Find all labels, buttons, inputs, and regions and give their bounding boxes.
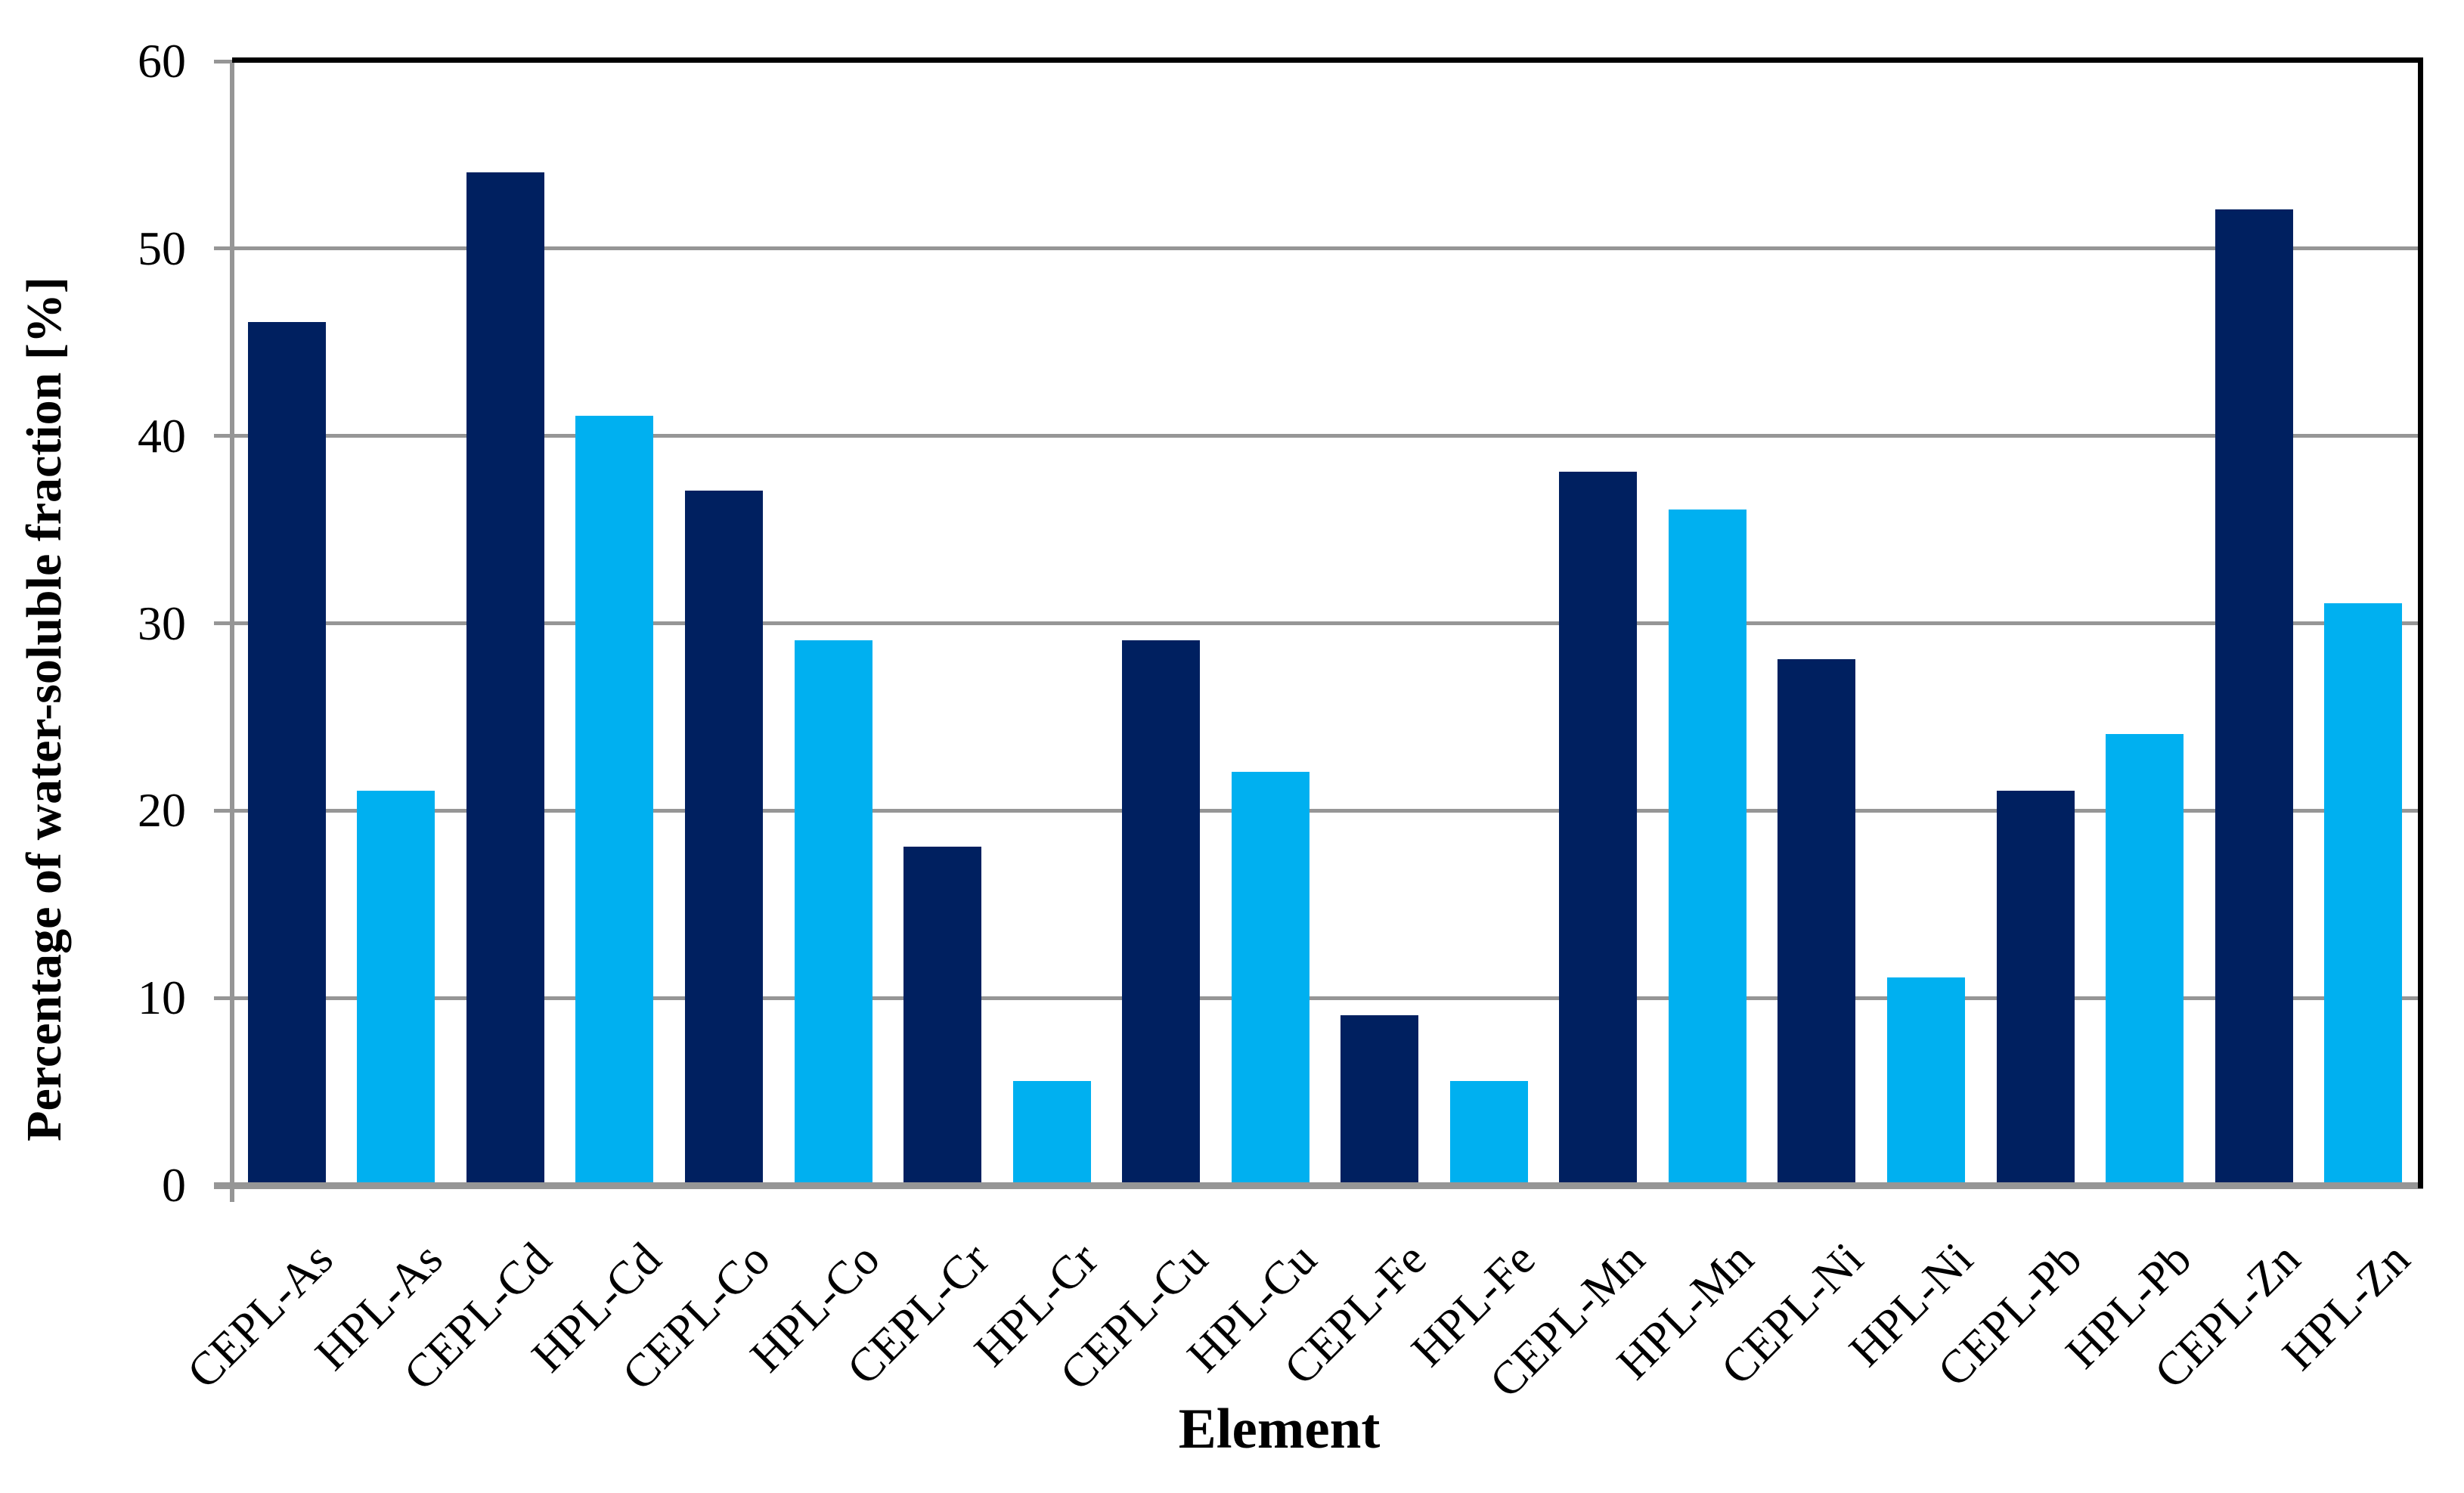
y-tick-mark-50 xyxy=(214,246,234,251)
y-tick-mark-10 xyxy=(214,996,234,1000)
bar-CEPL-Pb xyxy=(1996,790,2075,1184)
bar-CEPL-Zn xyxy=(2215,209,2293,1184)
bar-CEPL-Mn xyxy=(1559,472,1638,1184)
y-tick-label-40: 40 xyxy=(138,408,186,463)
bar-HPL-As xyxy=(357,790,435,1184)
y-tick-mark-40 xyxy=(214,434,234,438)
gridline-50 xyxy=(232,246,2418,251)
bar-HPL-Zn xyxy=(2324,602,2403,1184)
x-axis-title: Element xyxy=(1178,1398,1381,1460)
plot-top-border xyxy=(232,57,2423,63)
y-tick-mark-30 xyxy=(214,621,234,625)
y-tick-label-30: 30 xyxy=(138,596,186,650)
bar-HPL-Cr xyxy=(1012,1080,1091,1184)
y-tick-label-50: 50 xyxy=(138,221,186,275)
plot-right-border xyxy=(2418,57,2423,1188)
x-axis-line xyxy=(214,1182,2423,1189)
y-tick-mark-60 xyxy=(214,59,234,63)
gridline-20 xyxy=(232,808,2418,813)
bar-CEPL-Co xyxy=(684,491,763,1184)
bar-HPL-Ni xyxy=(1887,977,1966,1184)
gridline-10 xyxy=(232,996,2418,1000)
y-tick-label-60: 60 xyxy=(138,34,186,88)
bar-CEPL-Fe xyxy=(1340,1014,1419,1184)
bar-CEPL-Cu xyxy=(1122,640,1201,1184)
bar-CEPL-Cr xyxy=(903,846,982,1184)
y-tick-label-10: 10 xyxy=(138,971,186,1025)
y-tick-label-20: 20 xyxy=(138,783,186,838)
bar-HPL-Mn xyxy=(1668,509,1746,1184)
gridline-30 xyxy=(232,621,2418,625)
bar-HPL-Cu xyxy=(1231,771,1309,1184)
bar-HPL-Pb xyxy=(2106,734,2184,1184)
bar-HPL-Fe xyxy=(1449,1080,1528,1184)
y-axis-line xyxy=(230,61,234,1202)
bar-CEPL-Cd xyxy=(466,172,544,1184)
bar-HPL-Cd xyxy=(575,415,654,1184)
bar-CEPL-As xyxy=(247,321,326,1184)
y-tick-label-0: 0 xyxy=(162,1158,186,1212)
y-tick-mark-20 xyxy=(214,808,234,813)
y-axis-title: Percentage of water-soluble fraction [%] xyxy=(17,277,72,1141)
bar-HPL-Co xyxy=(794,640,872,1184)
bar-CEPL-Ni xyxy=(1777,659,1856,1184)
gridline-40 xyxy=(232,434,2418,438)
